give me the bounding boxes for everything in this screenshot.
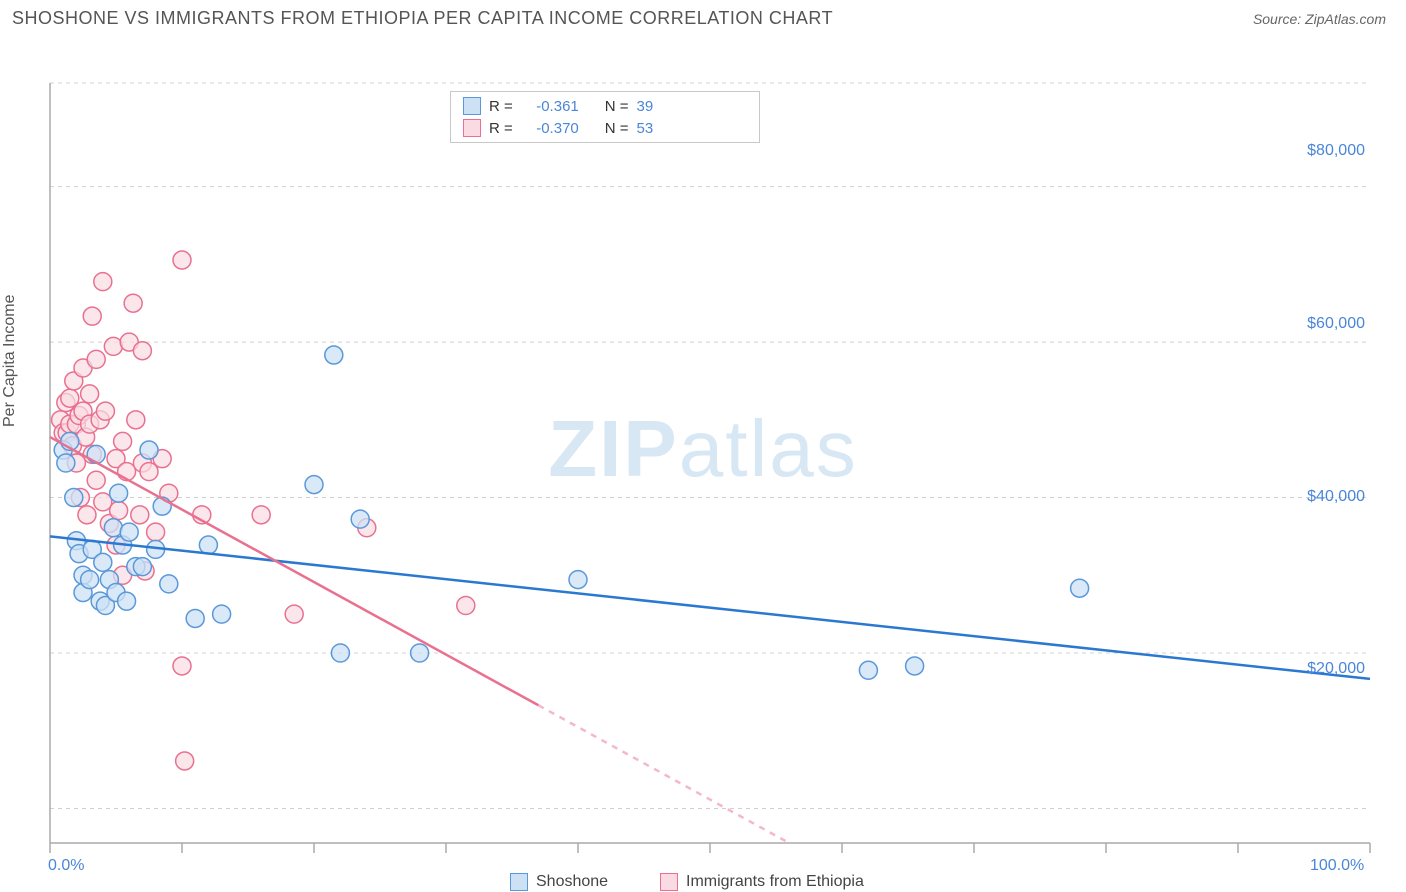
x-tick-label: 0.0% <box>48 857 84 875</box>
chart-source: Source: ZipAtlas.com <box>1253 11 1386 27</box>
n-label: N = <box>605 120 629 137</box>
legend-item: Shoshone <box>510 873 608 891</box>
chart-header: SHOSHONE VS IMMIGRANTS FROM ETHIOPIA PER… <box>0 0 1406 33</box>
y-tick-label: $40,000 <box>1290 488 1365 506</box>
chart-area: ZIPatlas Per Capita Income $20,000$40,00… <box>0 33 1406 883</box>
series-swatch <box>463 119 481 137</box>
stats-row: R = -0.361 N = 39 <box>451 95 759 117</box>
chart-svg <box>0 33 1406 883</box>
y-axis-label: Per Capita Income <box>1 294 19 427</box>
r-label: R = <box>489 120 513 137</box>
stats-row: R = -0.370 N = 53 <box>451 117 759 139</box>
series-swatch <box>510 873 528 891</box>
r-value: -0.370 <box>521 120 579 137</box>
series-swatch <box>660 873 678 891</box>
n-value: 39 <box>637 98 654 115</box>
n-value: 53 <box>637 120 654 137</box>
legend-label: Immigrants from Ethiopia <box>686 873 864 891</box>
n-label: N = <box>605 98 629 115</box>
y-tick-label: $20,000 <box>1290 660 1365 678</box>
legend-item: Immigrants from Ethiopia <box>660 873 864 891</box>
chart-title: SHOSHONE VS IMMIGRANTS FROM ETHIOPIA PER… <box>12 8 833 29</box>
y-tick-label: $80,000 <box>1290 142 1365 160</box>
stats-legend-box: R = -0.361 N = 39 R = -0.370 N = 53 <box>450 91 760 143</box>
legend-label: Shoshone <box>536 873 608 891</box>
r-label: R = <box>489 98 513 115</box>
y-tick-label: $60,000 <box>1290 315 1365 333</box>
r-value: -0.361 <box>521 98 579 115</box>
x-tick-label: 100.0% <box>1310 857 1364 875</box>
series-swatch <box>463 97 481 115</box>
